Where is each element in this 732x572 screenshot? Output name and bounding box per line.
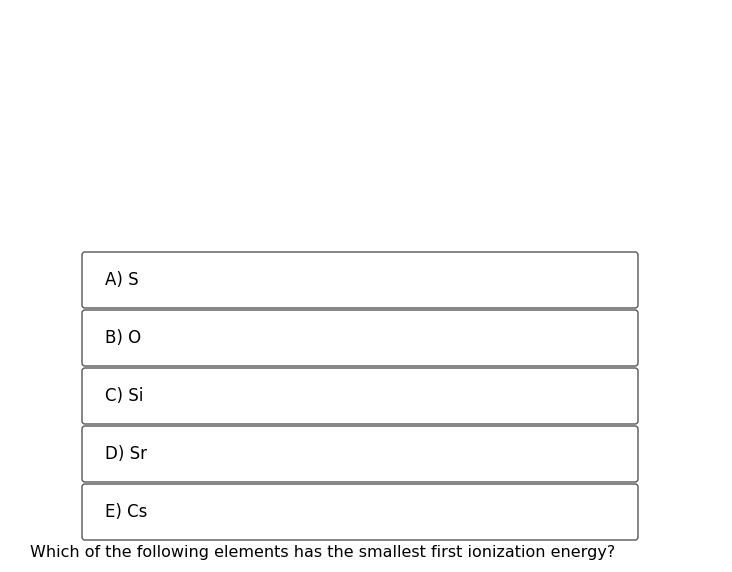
Text: C) Si: C) Si [105, 387, 143, 405]
Text: Which of the following elements has the smallest first ionization energy?: Which of the following elements has the … [30, 545, 616, 560]
FancyBboxPatch shape [82, 484, 638, 540]
FancyBboxPatch shape [82, 252, 638, 308]
Text: A) S: A) S [105, 271, 138, 289]
FancyBboxPatch shape [82, 426, 638, 482]
Text: D) Sr: D) Sr [105, 445, 147, 463]
FancyBboxPatch shape [82, 310, 638, 366]
Text: E) Cs: E) Cs [105, 503, 147, 521]
FancyBboxPatch shape [82, 368, 638, 424]
Text: B) O: B) O [105, 329, 141, 347]
